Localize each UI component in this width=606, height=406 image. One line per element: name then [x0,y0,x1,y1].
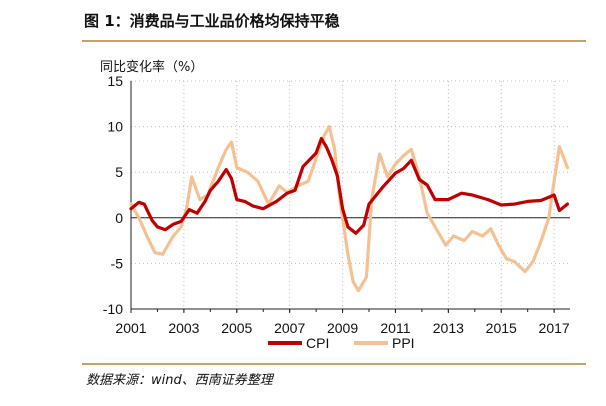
source-note: 数据来源：wind、西南证券整理 [86,373,273,388]
y-axis-label: 同比变化率（%） [100,59,203,75]
x-tick-label: 2001 [115,320,146,336]
legend: CPI PPI [268,335,415,351]
series-lines [129,124,570,293]
x-ticks: 2001 2003 2005 2007 2009 2011 2013 2015 2017 [115,309,570,336]
y-tick-label: 0 [115,210,123,226]
bottom-rule [82,363,586,365]
x-tick-label: 2003 [168,320,199,336]
y-tick-label: 10 [107,119,123,135]
x-tick-label: 2005 [221,320,252,336]
figure-title: 图 1：消费品与工业品价格均保持平稳 [84,12,340,30]
x-tick-label: 2011 [380,320,410,336]
y-tick-label: -5 [111,255,124,271]
top-rule [82,40,586,42]
legend-label-ppi: PPI [392,335,415,351]
y-tick-label: 5 [115,164,123,180]
x-tick-label: 2007 [274,320,305,336]
x-tick-label: 2009 [327,320,358,336]
series-line-cpi [129,136,570,235]
series-line-ppi [129,124,570,293]
x-tick-label: 2013 [433,320,464,336]
legend-label-cpi: CPI [306,335,329,351]
y-ticks: -10 -5 0 5 10 15 [103,73,123,317]
y-tick-label: 15 [107,73,123,89]
y-tick-label: -10 [103,301,123,317]
x-tick-label: 2015 [486,320,517,336]
axes [130,81,570,310]
x-tick-label: 2017 [539,320,570,336]
